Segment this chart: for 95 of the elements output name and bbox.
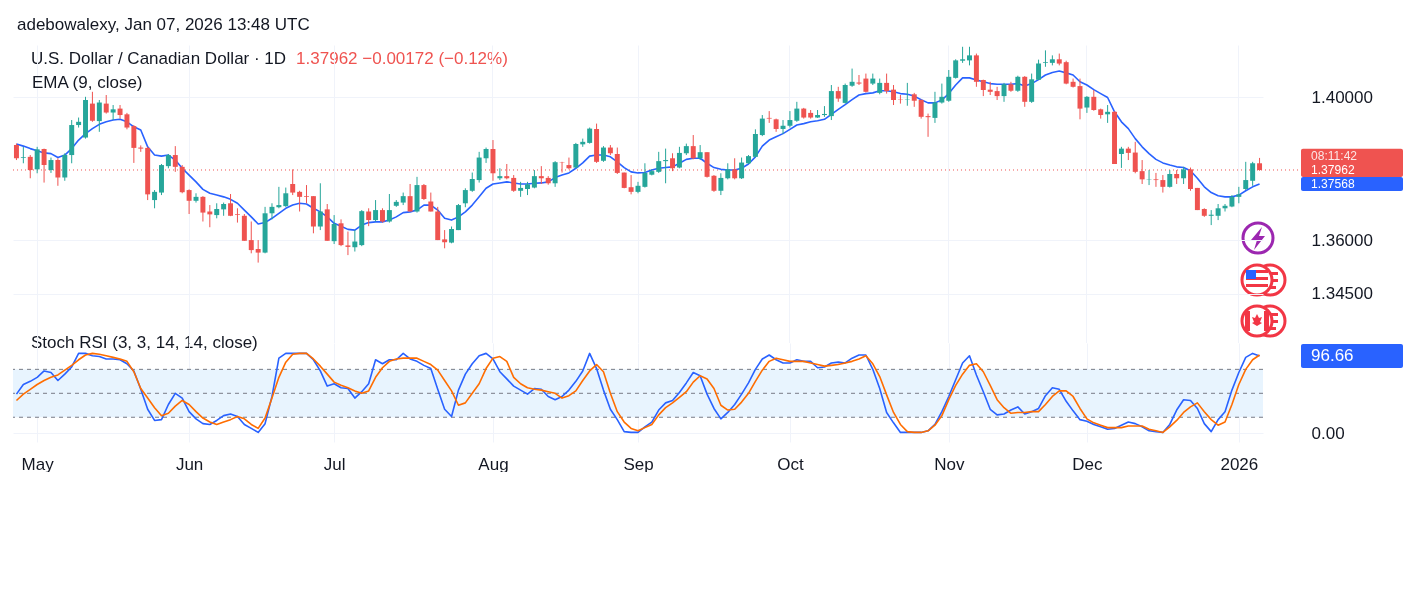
candlestick [1029,73,1035,104]
candlestick [1091,89,1097,112]
candlestick [1208,209,1214,226]
candlestick [994,86,1000,101]
text: 08:11:42 [1311,148,1358,163]
candlestick [628,174,634,195]
candlestick [428,192,434,213]
annotation: 1.37962 −0.00172 (−0.12%) [296,49,508,69]
candlestick [884,73,890,95]
candlestick [96,99,102,133]
candlestick [739,157,745,180]
candlestick [821,105,827,118]
x-tick-label: 2026 [1220,454,1259,474]
candlestick [338,218,344,247]
candlestick [89,91,95,123]
y-tick-label: 1.37568 [1311,177,1355,192]
candlestick [904,82,910,107]
candlestick [317,182,323,231]
candlestick [386,193,392,224]
x-tick-label: Jun [175,454,204,474]
candlestick [152,189,158,209]
candlestick [276,186,282,209]
candlestick [442,229,448,249]
line-series [15,352,1261,434]
candlestick [497,167,503,181]
candlestick [110,104,116,121]
candlestick [849,68,855,88]
candlestick [939,83,945,105]
candlestick [953,58,959,80]
candlestick [752,128,758,159]
candlestick [234,207,240,224]
candlestick [573,142,579,169]
candlestick [469,172,475,193]
ref-line-label: 1.37962 [1311,162,1355,177]
candlestick [304,184,309,204]
candlestick [759,114,765,137]
candlestick [20,146,26,164]
candlestick [787,110,793,129]
candlestick [946,69,952,103]
candlestick [863,73,869,94]
candlestick [1001,82,1007,103]
text: adebowalexy, Jan 07, 2026 13:48 UTC [17,15,310,35]
candlestick [269,202,275,220]
candlestick [1250,161,1256,187]
candlestick [255,239,261,264]
candlestick [1215,203,1221,221]
candlestick [656,151,662,174]
candlestick [297,190,303,213]
candlestick [283,187,289,208]
candlestick [62,152,68,182]
candlestick [476,151,482,184]
candlestick [138,144,144,153]
candlestick [103,94,109,115]
x-tick-label: Nov [934,454,965,474]
candlestick [373,199,379,223]
candlestick [642,162,648,189]
candlestick [932,91,938,124]
candlestick [925,113,931,138]
candlestick [34,146,40,174]
candlestick [345,231,351,256]
candlestick [248,221,254,254]
series-label: EMA (9, close) [32,73,143,92]
x-tick-label: Oct [777,454,804,474]
y-tick-label: 0.00 [1311,423,1345,443]
x-tick-label: Dec [1072,454,1104,474]
chart-title: U.S. Dollar / Canadian Dollar · 1D [31,49,287,69]
candlestick [1118,146,1124,169]
candlestick [718,172,724,196]
candlestick [186,188,192,215]
candlestick [1132,141,1138,174]
y-tick-label: 1.40000 [1311,87,1373,107]
candlestick [842,83,848,105]
candlestick [1160,174,1166,194]
candlestick [131,124,137,164]
candlestick [918,98,924,120]
candlestick [1153,172,1159,188]
candlestick [794,101,800,123]
y-tick-label: 1.34500 [1311,284,1373,304]
candlestick [331,214,337,245]
candlestick [690,134,696,160]
candlestick [766,110,772,124]
candlestick [780,119,786,135]
candlestick [967,46,972,66]
y-tick-label: 96.66 [1311,346,1354,366]
candlestick [552,160,558,188]
candlestick [200,195,206,223]
candlestick [1042,49,1048,68]
y-tick-label: 1.36000 [1311,230,1373,250]
x-tick-label: Jul [323,454,346,474]
candlestick [1139,159,1145,185]
candlestick [1243,161,1249,191]
candlestick [407,183,413,213]
candlestick [462,187,468,208]
candlestick [891,84,897,106]
candlestick [663,148,669,184]
